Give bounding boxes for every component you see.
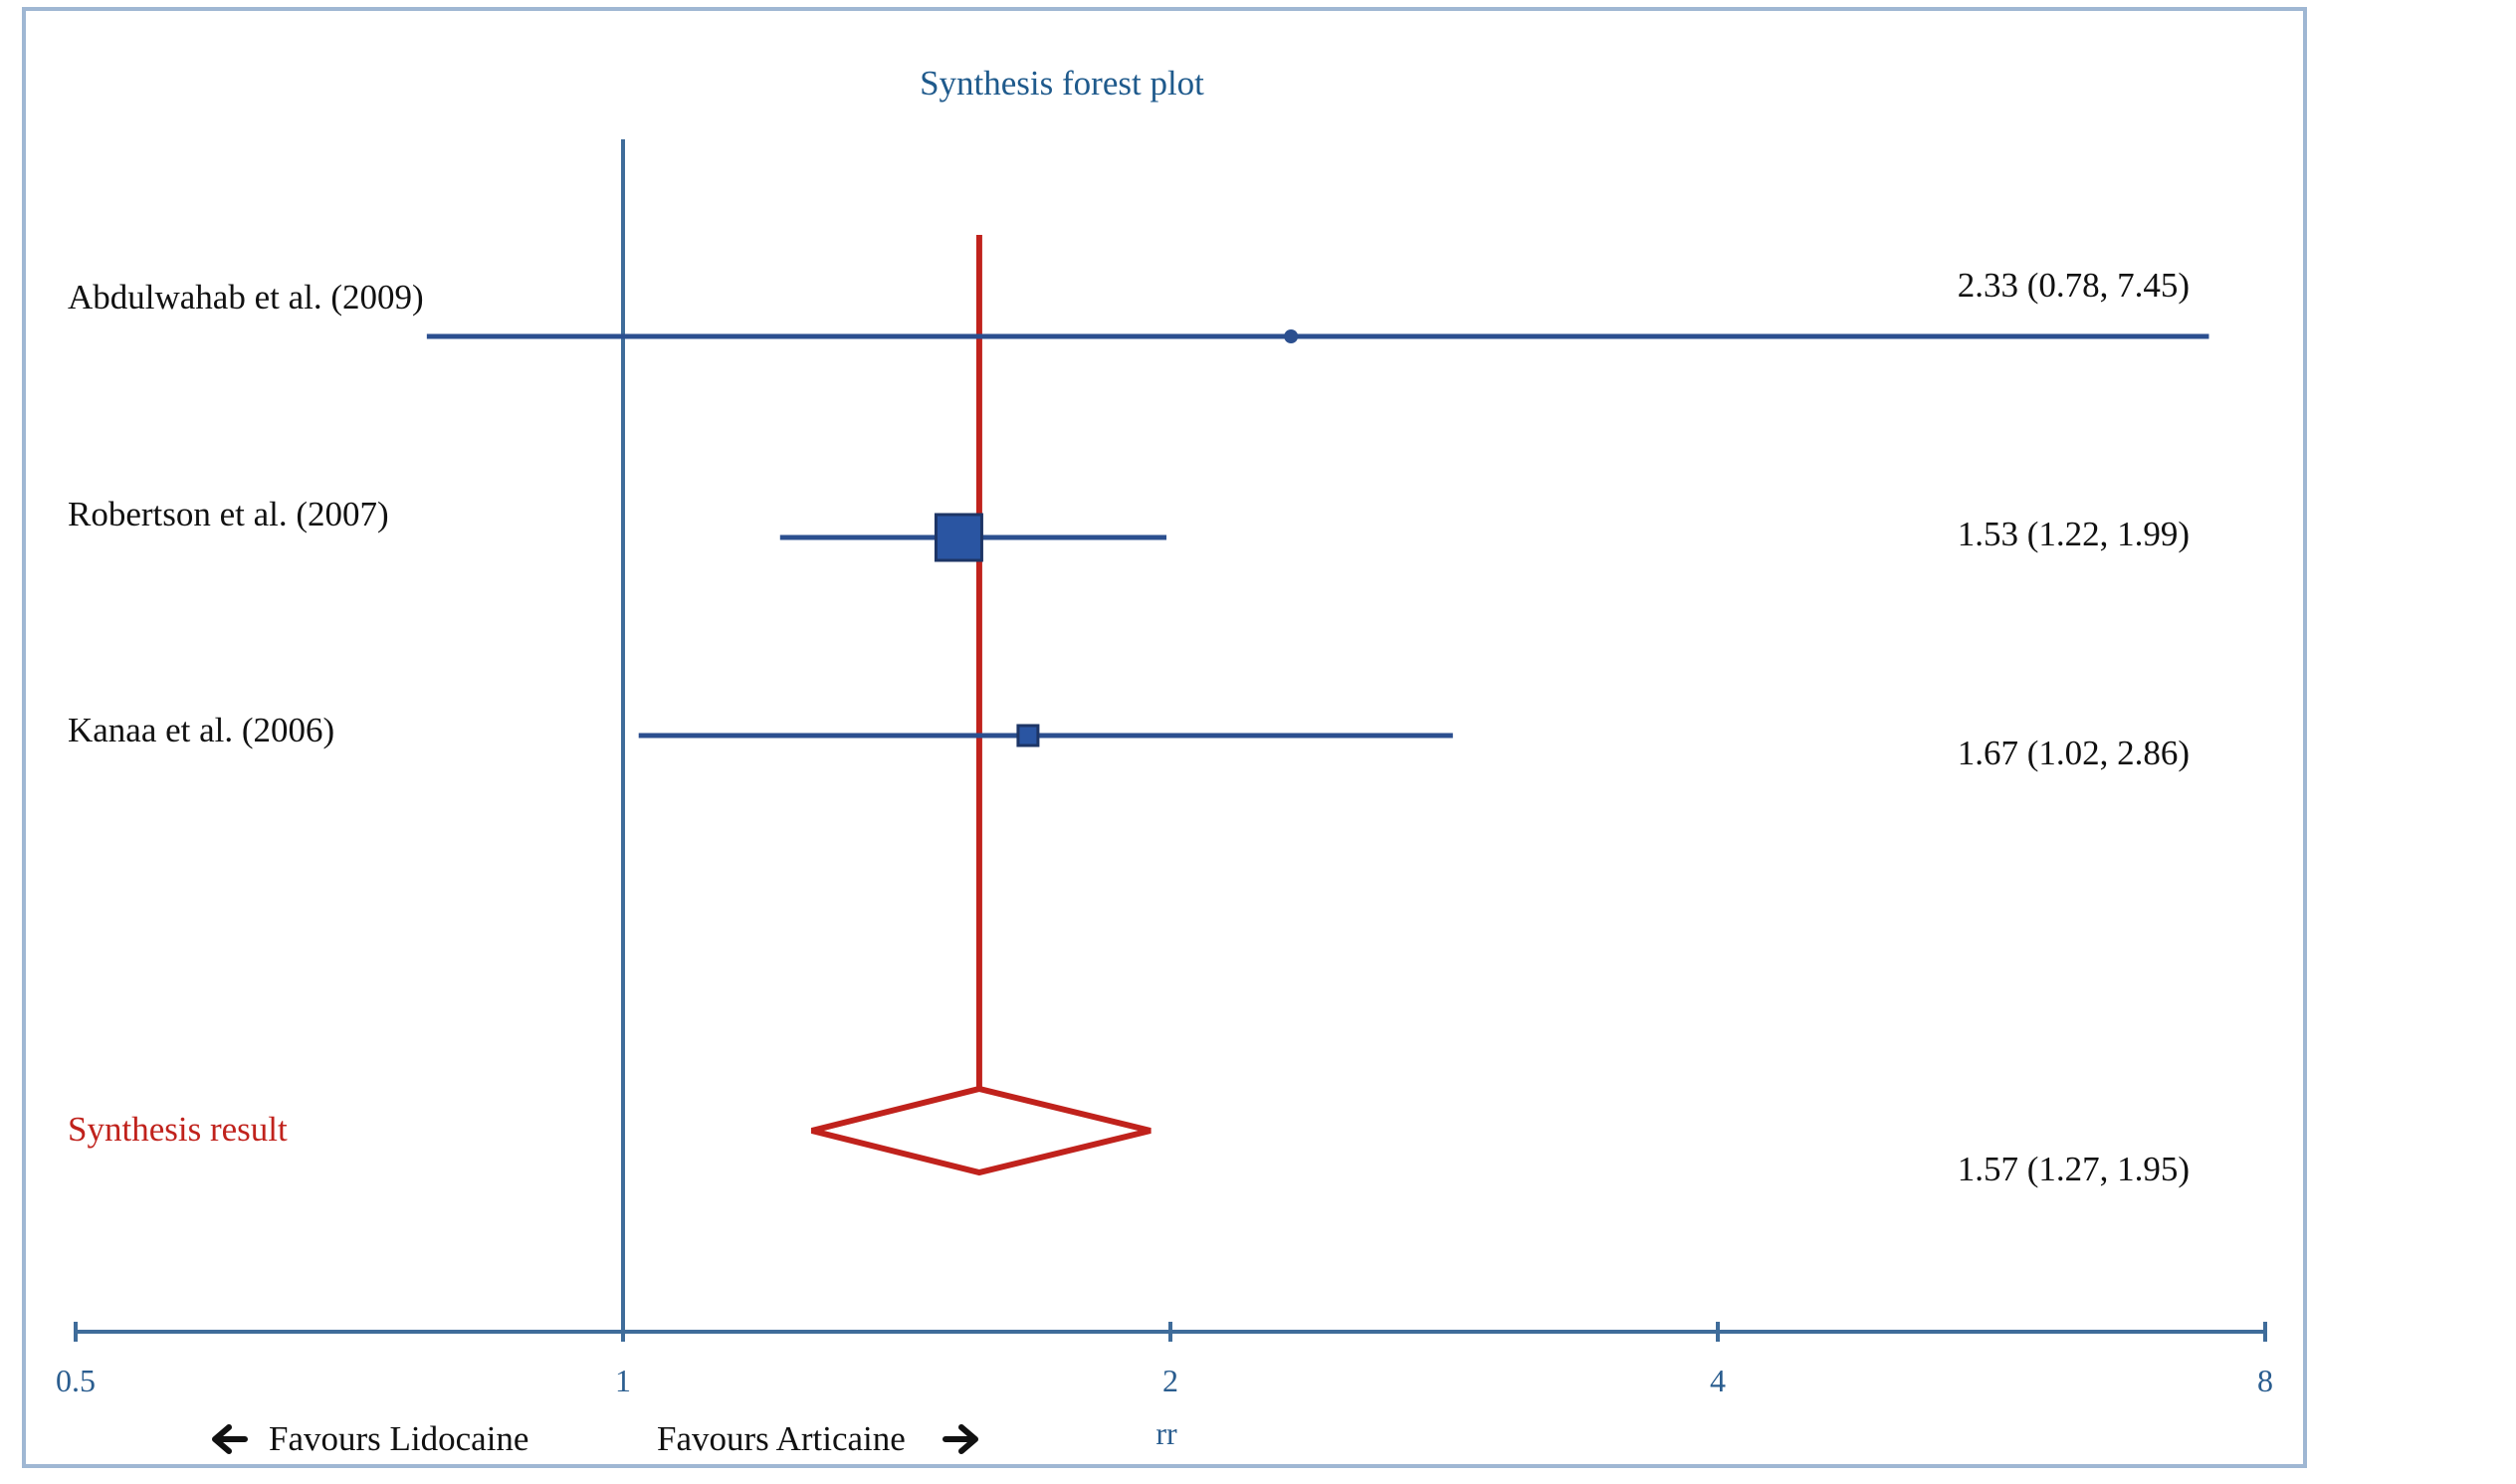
favours-left-label: Favours Lidocaine [269,1419,528,1458]
x-axis-ticks: 0.5 1 2 4 8 [56,1322,2273,1398]
arrow-left-icon [212,1424,248,1454]
chart-title: Synthesis forest plot [920,64,1204,103]
summary-label: Synthesis result [68,1110,288,1149]
x-tick-label: 1 [615,1363,631,1398]
summary-diamond [810,1085,1152,1176]
study-rows: Abdulwahab et al. (2009) 2.33 (0.78, 7.45… [68,266,2209,772]
study-estimate-text: 1.53 (1.22, 1.99) [1958,515,2190,553]
summary-estimate-text: 1.57 (1.27, 1.95) [1958,1150,2190,1188]
arrow-right-icon [943,1424,978,1454]
favours-lidocaine: Favours Lidocaine [212,1419,528,1458]
study-label: Robertson et al. (2007) [68,495,389,533]
study-row: Kanaa et al. (2006) 1.67 (1.02, 2.86) [68,711,2190,772]
x-tick-label: 4 [1710,1363,1726,1398]
favours-articaine: Favours Articaine [657,1419,978,1458]
study-estimate-text: 1.67 (1.02, 2.86) [1958,734,2190,772]
study-label: Abdulwahab et al. (2009) [68,278,424,317]
study-estimate-text: 2.33 (0.78, 7.45) [1958,266,2190,305]
x-tick-label: 8 [2257,1363,2273,1398]
point-estimate-marker [1016,724,1040,747]
x-tick-label: 0.5 [56,1363,96,1398]
point-estimate-marker [934,513,983,562]
study-row: Robertson et al. (2007) 1.53 (1.22, 1.99) [68,495,2190,562]
study-label: Kanaa et al. (2006) [68,711,334,749]
study-row: Abdulwahab et al. (2009) 2.33 (0.78, 7.45… [68,266,2209,343]
x-axis-label: rr [1155,1415,1177,1451]
point-estimate-marker [1284,329,1299,343]
x-tick-label: 2 [1162,1363,1178,1398]
favours-right-label: Favours Articaine [657,1419,906,1458]
plot-border [22,7,2307,1468]
